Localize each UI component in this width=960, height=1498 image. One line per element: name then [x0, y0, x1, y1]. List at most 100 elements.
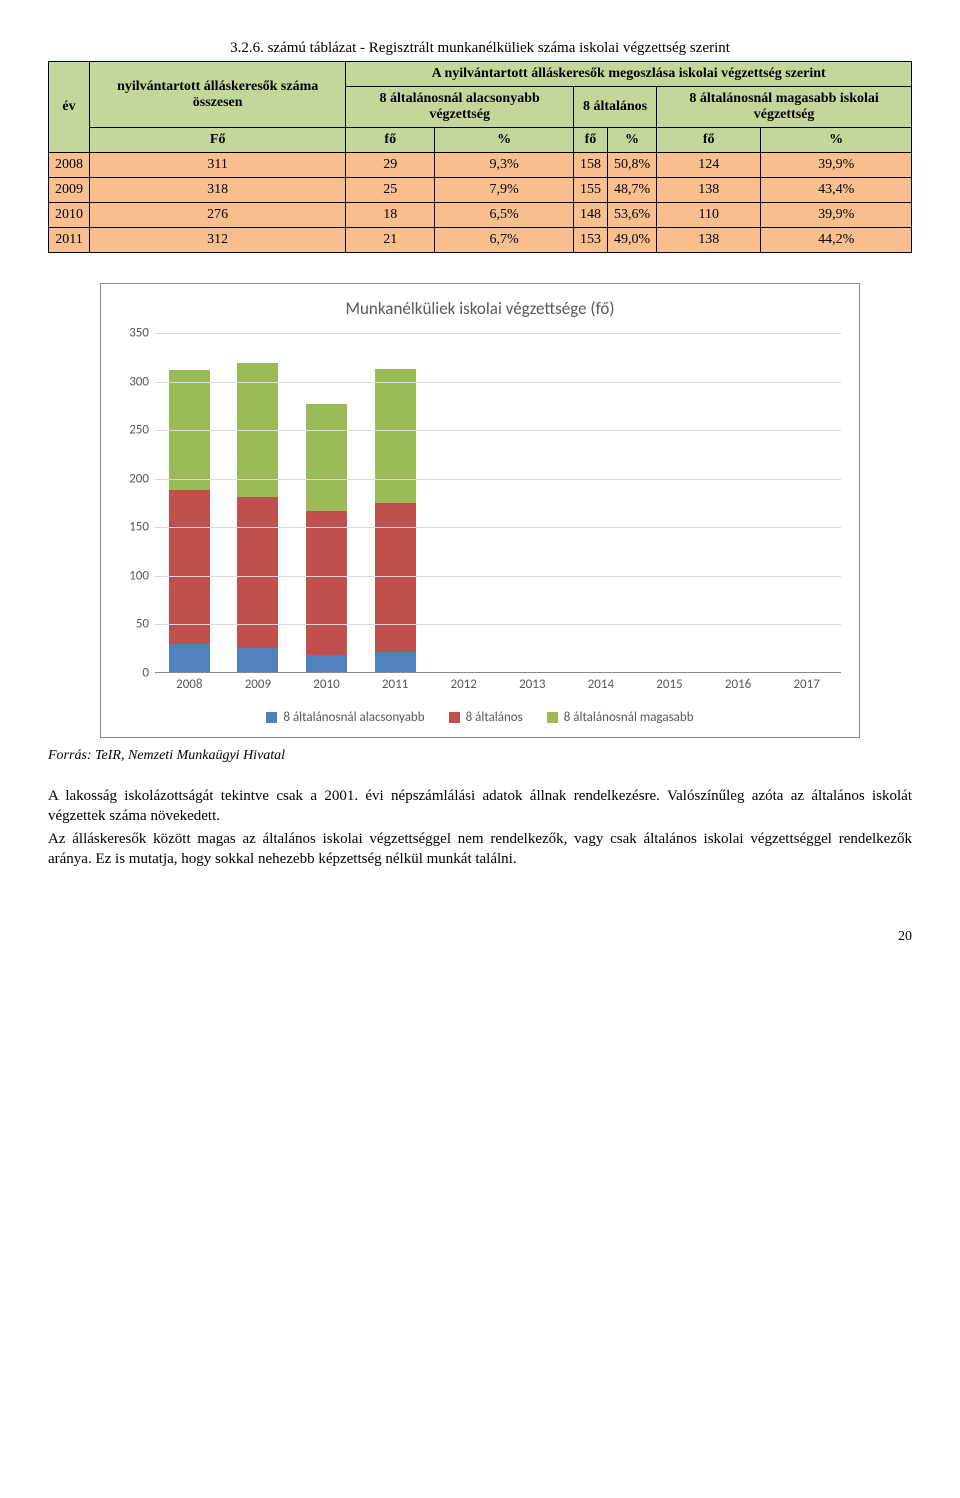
bar-segment	[169, 644, 210, 672]
y-axis-label: 0	[111, 666, 149, 681]
gridline	[155, 333, 841, 334]
bar-slot	[292, 333, 361, 672]
table-cell: 9,3%	[435, 153, 574, 178]
y-axis-label: 250	[111, 423, 149, 438]
table-cell: 2011	[49, 228, 90, 253]
body-paragraph: Az álláskeresők között magas az általáno…	[48, 829, 912, 870]
table-cell: 2008	[49, 153, 90, 178]
bar-slot	[155, 333, 224, 672]
bar-slot	[224, 333, 293, 672]
bar-slot	[704, 333, 773, 672]
th-unit-fo: fő	[346, 128, 435, 153]
y-axis-label: 100	[111, 568, 149, 583]
table-cell: 153	[573, 228, 607, 253]
page-number: 20	[48, 929, 912, 945]
table-cell: 155	[573, 178, 607, 203]
table-row: 2011312216,7%15349,0%13844,2%	[49, 228, 912, 253]
th-unit-pct: %	[607, 128, 656, 153]
bar-slot	[567, 333, 636, 672]
y-axis-label: 350	[111, 326, 149, 341]
legend-swatch	[547, 712, 558, 723]
gridline	[155, 430, 841, 431]
body-paragraph: A lakosság iskolázottságát tekintve csak…	[48, 786, 912, 827]
gridline	[155, 382, 841, 383]
y-axis-label: 300	[111, 374, 149, 389]
x-axis-label: 2011	[361, 673, 430, 692]
table-cell: 50,8%	[607, 153, 656, 178]
x-axis-label: 2014	[567, 673, 636, 692]
legend-swatch	[266, 712, 277, 723]
x-axis-label: 2016	[704, 673, 773, 692]
table-cell: 44,2%	[761, 228, 912, 253]
bar-segment	[169, 490, 210, 643]
bar-slot	[361, 333, 430, 672]
bar-segment	[237, 648, 278, 672]
bar-slot	[772, 333, 841, 672]
chart-canvas: 050100150200250300350 200820092010201120…	[111, 333, 849, 692]
data-table: év nyilvántartott álláskeresők száma öss…	[48, 61, 912, 253]
table-cell: 6,5%	[435, 203, 574, 228]
bar-segment	[375, 503, 416, 652]
th-dist-title: A nyilvántartott álláskeresők megoszlása…	[346, 62, 912, 87]
stacked-bar	[375, 369, 416, 672]
th-unit-fo: fő	[573, 128, 607, 153]
stacked-bar	[306, 404, 347, 672]
legend-item: 8 általánosnál alacsonyabb	[266, 710, 424, 725]
y-axis-label: 150	[111, 520, 149, 535]
table-row: 2010276186,5%14853,6%11039,9%	[49, 203, 912, 228]
th-total: nyilvántartott álláskeresők száma összes…	[90, 62, 346, 128]
table-cell: 49,0%	[607, 228, 656, 253]
table-cell: 311	[90, 153, 346, 178]
table-row: 2009318257,9%15548,7%13843,4%	[49, 178, 912, 203]
th-lower: 8 általánosnál alacsonyabb végzettség	[346, 87, 574, 128]
legend-item: 8 általános	[449, 710, 523, 725]
legend-label: 8 általánosnál magasabb	[564, 710, 694, 725]
bar-slot	[498, 333, 567, 672]
x-axis-label: 2009	[224, 673, 293, 692]
table-cell: 7,9%	[435, 178, 574, 203]
stacked-bar	[237, 363, 278, 672]
table-cell: 39,9%	[761, 203, 912, 228]
x-axis-label: 2017	[772, 673, 841, 692]
bar-segment	[306, 655, 347, 672]
chart-title: Munkanélküliek iskolai végzettsége (fő)	[111, 298, 849, 319]
table-cell: 6,7%	[435, 228, 574, 253]
table-cell: 276	[90, 203, 346, 228]
table-cell: 53,6%	[607, 203, 656, 228]
table-cell: 21	[346, 228, 435, 253]
th-higher: 8 általánosnál magasabb iskolai végzetts…	[657, 87, 912, 128]
gridline	[155, 479, 841, 480]
gridline	[155, 527, 841, 528]
x-axis-label: 2008	[155, 673, 224, 692]
stacked-bar	[169, 370, 210, 672]
legend-item: 8 általánosnál magasabb	[547, 710, 694, 725]
bar-slot	[429, 333, 498, 672]
legend-swatch	[449, 712, 460, 723]
table-cell: 312	[90, 228, 346, 253]
table-cell: 2009	[49, 178, 90, 203]
table-cell: 124	[657, 153, 761, 178]
bar-slot	[635, 333, 704, 672]
gridline	[155, 624, 841, 625]
th-year: év	[49, 62, 90, 153]
table-cell: 2010	[49, 203, 90, 228]
x-axis-label: 2013	[498, 673, 567, 692]
table-row: 2008311299,3%15850,8%12439,9%	[49, 153, 912, 178]
th-primary: 8 általános	[573, 87, 656, 128]
table-cell: 110	[657, 203, 761, 228]
x-axis-label: 2012	[429, 673, 498, 692]
table-cell: 148	[573, 203, 607, 228]
bar-segment	[375, 369, 416, 503]
chart-legend: 8 általánosnál alacsonyabb 8 általános 8…	[111, 710, 849, 725]
table-title: 3.2.6. számú táblázat - Regisztrált munk…	[48, 40, 912, 57]
table-cell: 39,9%	[761, 153, 912, 178]
bar-segment	[375, 652, 416, 672]
th-unit-pct: %	[761, 128, 912, 153]
table-cell: 138	[657, 228, 761, 253]
y-axis-label: 200	[111, 471, 149, 486]
table-cell: 48,7%	[607, 178, 656, 203]
th-unit-main: Fő	[90, 128, 346, 153]
y-axis-label: 50	[111, 617, 149, 632]
table-cell: 25	[346, 178, 435, 203]
table-cell: 43,4%	[761, 178, 912, 203]
